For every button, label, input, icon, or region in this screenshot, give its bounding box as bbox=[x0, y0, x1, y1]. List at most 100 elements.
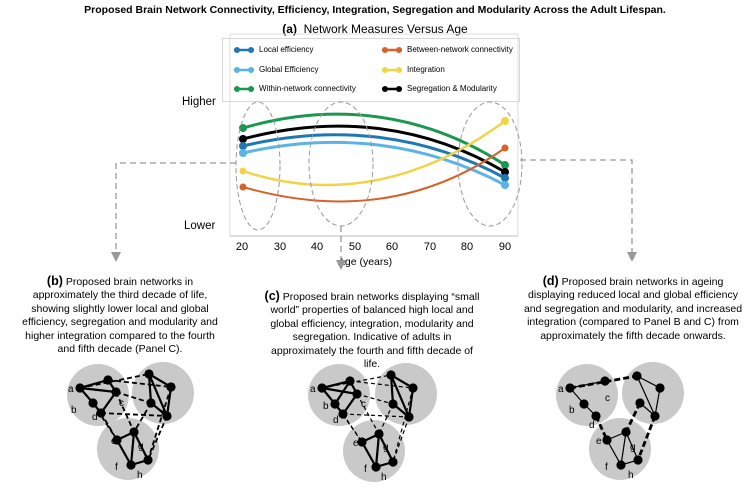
legend-label: Within-network connectivity bbox=[259, 84, 356, 93]
node-label: f bbox=[115, 462, 118, 473]
node-label: h bbox=[381, 472, 387, 483]
node-label: a bbox=[558, 384, 564, 395]
endpoint bbox=[239, 135, 247, 143]
network-diagram-c: a b c d e f g h bbox=[308, 363, 437, 483]
node-label: a bbox=[310, 384, 316, 395]
x-tick-label: 80 bbox=[460, 241, 474, 253]
dashed-ellipse-c bbox=[308, 101, 374, 227]
connector-arrows bbox=[115, 159, 633, 260]
panel-d-letter: (d) bbox=[542, 274, 559, 288]
endpoint bbox=[501, 117, 509, 125]
x-axis-label: Age (years) bbox=[337, 256, 393, 268]
endpoint bbox=[239, 142, 247, 150]
y-axis-high-label: Higher bbox=[182, 96, 216, 108]
module-circle bbox=[97, 418, 159, 480]
arrow-to-d bbox=[520, 159, 633, 252]
nodes bbox=[317, 370, 418, 472]
global-efficiency-curve bbox=[242, 140, 506, 187]
dashed-ellipse-d bbox=[457, 101, 523, 227]
curve-endpoints bbox=[239, 117, 509, 191]
node-label: b bbox=[569, 405, 575, 416]
long-range-edges bbox=[321, 374, 414, 463]
node-label: e bbox=[353, 438, 359, 449]
node-label: d bbox=[92, 412, 98, 423]
node-label: c bbox=[119, 398, 124, 409]
integration-curve bbox=[242, 119, 506, 187]
chart-legend: Local efficiency Between-network connect… bbox=[222, 38, 520, 102]
node-labels: a b c d e f g h bbox=[558, 384, 636, 481]
node-labels: a b c d e f g h bbox=[68, 384, 144, 481]
node-label: e bbox=[596, 436, 602, 447]
nodes bbox=[565, 371, 665, 470]
figure-title: Proposed Brain Network Connectivity, Eff… bbox=[84, 4, 666, 16]
endpoint bbox=[239, 183, 247, 191]
y-axis-low-label: Lower bbox=[184, 220, 216, 232]
panel-c-letter: (c) bbox=[264, 289, 280, 303]
local-efficiency-curve bbox=[242, 133, 506, 180]
arrowhead-d-icon bbox=[627, 252, 637, 262]
endpoint bbox=[501, 161, 509, 169]
endpoint bbox=[239, 124, 247, 132]
arrowhead-c-icon bbox=[336, 260, 346, 270]
legend-label: Integration bbox=[407, 65, 445, 74]
panel-c-caption: (c) Proposed brain networks displaying “… bbox=[262, 289, 482, 371]
panel-a-letter: (a) bbox=[282, 22, 297, 36]
legend-swatch-icon bbox=[381, 66, 403, 74]
x-tick-label: 30 bbox=[273, 241, 287, 253]
legend-swatch-icon bbox=[233, 46, 255, 54]
endpoint bbox=[501, 181, 509, 189]
x-tick-label: 60 bbox=[385, 241, 399, 253]
module-circle bbox=[308, 364, 370, 426]
network-diagram-b: a b c d e f g h bbox=[67, 362, 194, 481]
legend-label: Segregation & Modularity bbox=[407, 84, 497, 93]
panel-a-heading: (a) Network Measures Versus Age bbox=[0, 22, 750, 36]
module-circle bbox=[67, 364, 129, 426]
node-label: g bbox=[383, 442, 389, 453]
dashed-ellipse-b bbox=[235, 101, 281, 231]
module-circle bbox=[343, 420, 405, 482]
endpoint bbox=[239, 167, 247, 175]
segregation-curve bbox=[242, 124, 506, 174]
panel-d-text: Proposed brain networks in ageing displa… bbox=[523, 276, 743, 342]
node-label: c bbox=[605, 393, 610, 404]
arrowhead-b-icon bbox=[111, 252, 121, 262]
endpoint bbox=[501, 144, 509, 152]
legend-swatch-icon bbox=[233, 66, 255, 74]
node-labels: a b c d e f g h bbox=[310, 384, 389, 483]
long-range-edges bbox=[79, 373, 172, 461]
legend-swatch-icon bbox=[381, 85, 403, 93]
module-circle bbox=[589, 418, 651, 480]
node-label: g bbox=[138, 441, 144, 452]
node-label: h bbox=[628, 470, 634, 481]
panel-a-title: Network Measures Versus Age bbox=[303, 22, 468, 36]
node-label: d bbox=[589, 420, 595, 431]
nodes bbox=[75, 369, 176, 470]
node-label: d bbox=[333, 415, 339, 426]
node-label: f bbox=[605, 462, 608, 473]
node-label: g bbox=[630, 442, 636, 453]
panel-c-text: Proposed brain networks displaying “smal… bbox=[270, 291, 480, 371]
x-tick-label: 40 bbox=[310, 241, 324, 253]
node-label: e bbox=[111, 436, 117, 447]
x-tick-label: 90 bbox=[498, 241, 512, 253]
legend-label: Global Efficiency bbox=[259, 65, 319, 74]
panel-b-text: Proposed brain networks in approximately… bbox=[22, 276, 218, 356]
network-diagram-d: a b c d e f g h bbox=[556, 362, 684, 481]
x-tick-label: 20 bbox=[235, 241, 249, 253]
endpoint bbox=[239, 149, 247, 157]
node-label: c bbox=[361, 399, 366, 410]
panel-b-caption: (b) Proposed brain networks in approxima… bbox=[22, 274, 218, 356]
endpoint bbox=[501, 168, 509, 176]
panel-d-caption: (d) Proposed brain networks in ageing di… bbox=[518, 274, 748, 343]
node-label: f bbox=[364, 464, 367, 475]
arrow-to-b bbox=[115, 162, 236, 252]
legend-swatch-icon bbox=[233, 85, 255, 93]
within-network-curve bbox=[242, 112, 506, 167]
x-tick-label: 50 bbox=[348, 241, 362, 253]
panel-b-letter: (b) bbox=[46, 274, 63, 288]
between-network-curve bbox=[242, 147, 506, 203]
node-label: b bbox=[71, 405, 77, 416]
legend-label: Local efficiency bbox=[259, 45, 314, 54]
